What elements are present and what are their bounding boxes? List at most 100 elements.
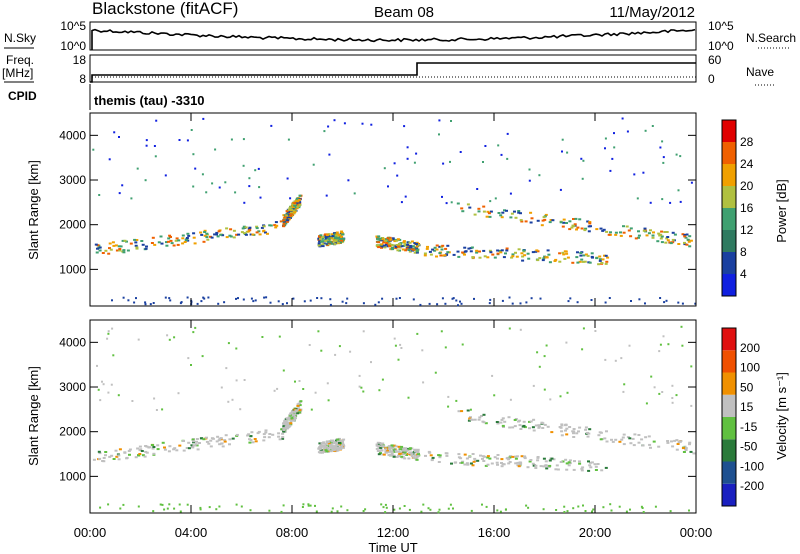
scatter-cell: [209, 445, 213, 448]
scatter-cell: [346, 509, 349, 512]
cpid-label: CPID: [8, 89, 37, 103]
scatter-cell: [620, 357, 623, 360]
scatter-cell: [257, 430, 261, 433]
scatter-cell: [296, 200, 300, 203]
scatter-cell: [167, 450, 171, 453]
scatter-cell: [594, 465, 598, 468]
scatter-cell: [262, 229, 266, 232]
scatter-cell: [143, 455, 147, 458]
scatter-cell: [112, 244, 116, 247]
colorbar-tick-label: 8: [740, 245, 747, 259]
scatter-cell: [255, 225, 259, 228]
scatter-cell: [269, 224, 273, 227]
scatter-cell: [122, 249, 126, 252]
power-ylabel: Slant Range [km]: [26, 160, 41, 260]
scatter-cell: [110, 383, 113, 386]
scatter-cell: [151, 236, 155, 239]
scatter-cell: [550, 457, 554, 460]
scatter-cell: [501, 424, 505, 427]
scatter-cell: [217, 230, 221, 233]
scatter-cell: [513, 425, 517, 428]
scatter-cell: [532, 418, 536, 421]
scatter-cell: [247, 433, 251, 436]
scatter-cell: [248, 438, 251, 441]
scatter-cell: [339, 241, 342, 244]
scatter-cell: [340, 236, 344, 238]
scatter-cell: [329, 298, 332, 301]
scatter-cell: [388, 242, 392, 245]
scatter-cell: [504, 252, 507, 255]
scatter-cell: [281, 303, 284, 306]
scatter-cell: [626, 436, 630, 439]
scatter-cell: [333, 119, 336, 122]
scatter-cell: [428, 250, 432, 253]
scatter-cell: [256, 432, 260, 435]
scatter-cell: [536, 459, 540, 462]
scatter-cell: [291, 209, 295, 212]
scatter-cell: [298, 411, 302, 414]
scatter-cell: [217, 302, 220, 305]
scatter-cell: [524, 220, 528, 223]
scatter-cell: [643, 227, 647, 230]
scatter-cell: [117, 454, 121, 457]
scatter-cell: [321, 451, 324, 454]
scatter-cell: [319, 444, 323, 447]
scatter-cell: [532, 464, 536, 467]
scatter-cell: [408, 241, 412, 244]
scatter-cell: [633, 173, 636, 176]
scatter-cell: [665, 299, 668, 302]
scatter-cell: [546, 249, 550, 252]
scatter-cell: [137, 505, 140, 508]
scatter-cell: [463, 463, 467, 466]
scatter-cell: [285, 417, 289, 420]
scatter-cell: [277, 432, 281, 435]
scatter-cell: [334, 241, 338, 244]
scatter-cell: [398, 507, 401, 510]
scatter-cell: [303, 300, 306, 303]
scatter-cell: [206, 238, 210, 241]
scatter-cell: [190, 364, 192, 366]
scatter-cell: [216, 235, 220, 238]
scatter-cell: [580, 227, 584, 230]
scatter-cell: [388, 446, 392, 449]
scatter-cell: [134, 244, 138, 247]
scatter-cell: [298, 409, 302, 412]
scatter-cell: [422, 503, 425, 506]
scatter-cell: [320, 240, 323, 243]
scatter-cell: [288, 207, 292, 210]
scatter-cell: [117, 245, 121, 248]
scatter-cell: [234, 191, 237, 194]
scatter-cell: [283, 221, 287, 224]
scatter-cell: [463, 453, 467, 456]
scatter-cell: [215, 440, 219, 443]
scatter-cell: [274, 226, 278, 229]
nsearch-tick-top: 10^5: [708, 19, 734, 33]
scatter-cell: [104, 249, 108, 252]
scatter-cell: [246, 434, 250, 437]
scatter-cell: [338, 345, 341, 348]
scatter-cell: [389, 238, 393, 241]
scatter-cell: [192, 331, 195, 334]
scatter-cell: [581, 260, 585, 263]
scatter-cell: [173, 447, 177, 450]
scatter-cell: [587, 460, 590, 463]
scatter-cell: [97, 388, 100, 391]
scatter-cell: [113, 131, 116, 134]
scatter-cell: [291, 410, 295, 413]
station-title: Blackstone (fitACF): [92, 0, 238, 18]
scatter-cell: [370, 123, 373, 126]
scatter-cell: [187, 234, 191, 237]
scatter-cell: [151, 447, 155, 450]
scatter-cell: [228, 438, 232, 441]
scatter-cell: [173, 336, 176, 339]
scatter-cell: [135, 239, 139, 241]
scatter-cell: [475, 249, 479, 252]
scatter-cell: [396, 238, 400, 241]
scatter-cell: [327, 442, 331, 445]
cpid-value: themis (tau) -3310: [94, 93, 205, 108]
scatter-cell: [201, 355, 204, 358]
scatter-cell: [243, 201, 246, 204]
x-tick-labels: 00:00 04:00 08:00 12:00 16:00 20:00 00:00: [74, 525, 713, 540]
